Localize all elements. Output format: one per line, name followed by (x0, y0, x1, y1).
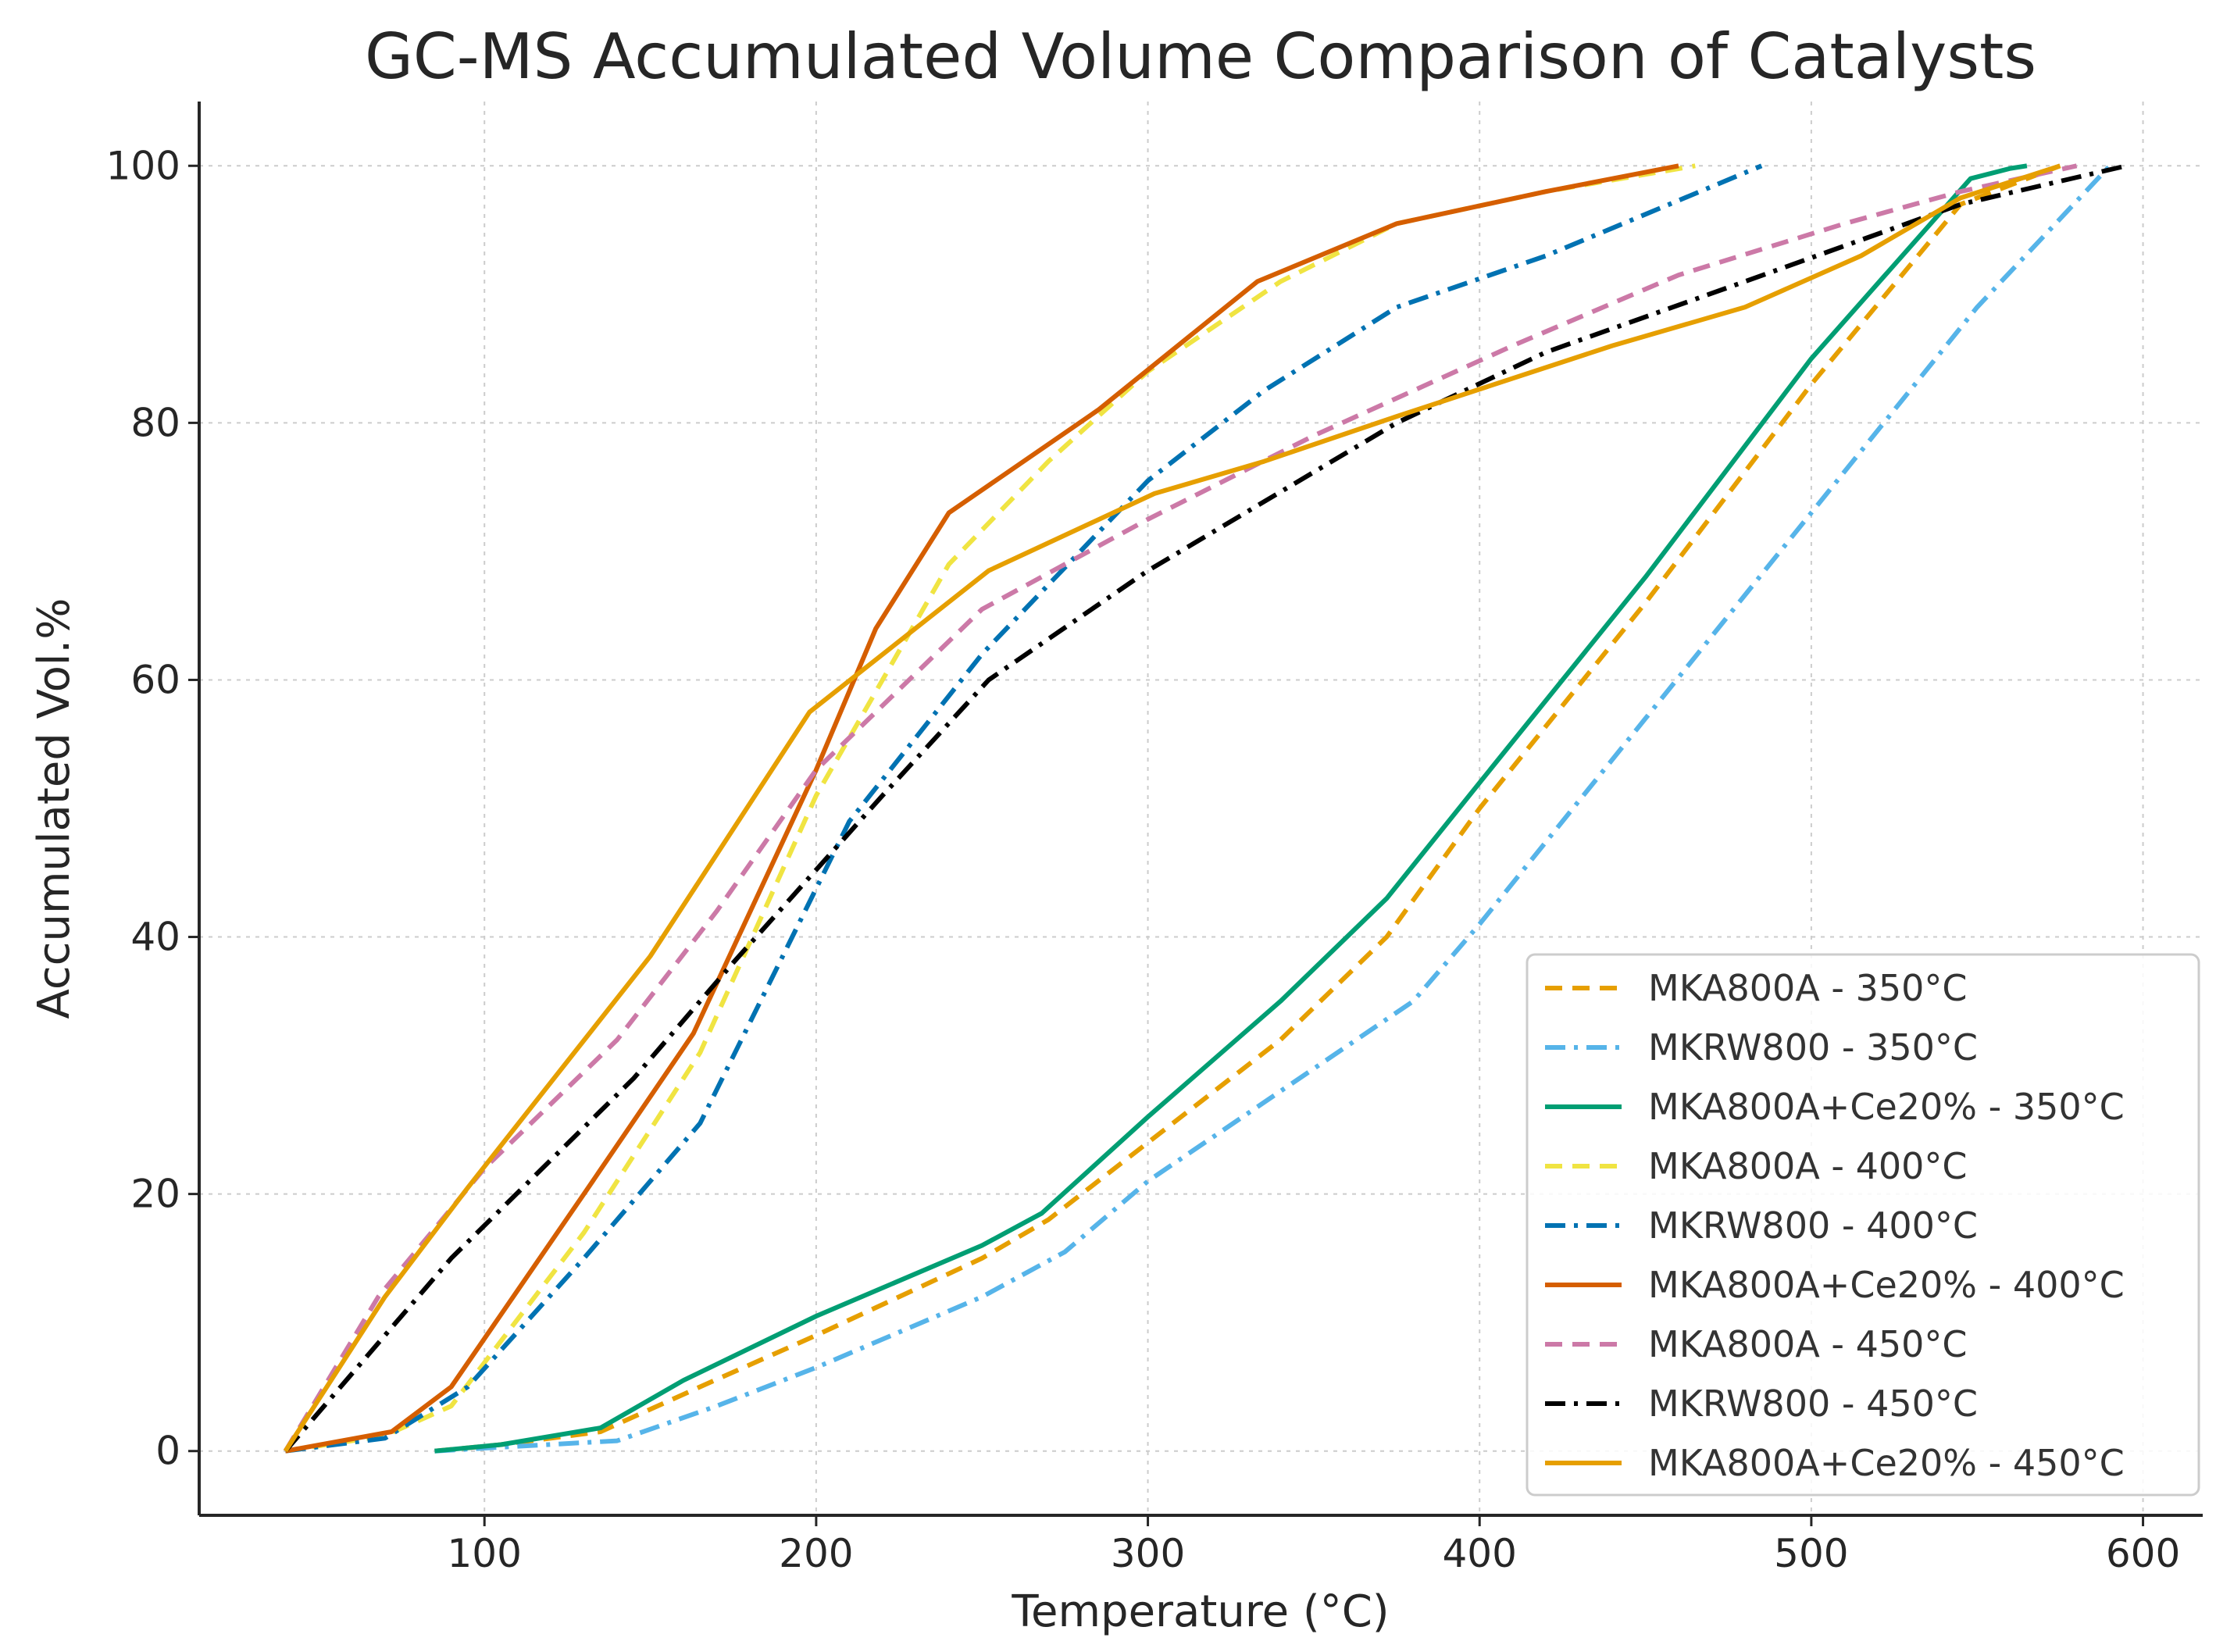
chart-title: GC-MS Accumulated Volume Comparison of C… (365, 20, 2036, 93)
legend-label: MKRW800 - 350°C (1648, 1026, 1978, 1069)
legend-label: MKRW800 - 450°C (1648, 1383, 1978, 1425)
series-line-5 (285, 163, 1763, 1454)
y-tick-label: 80 (130, 400, 180, 445)
ticks: 100 200 300 400 500 600 0 20 40 60 80 100 (106, 143, 2181, 1576)
x-tick-label: 200 (779, 1531, 853, 1576)
x-tick-label: 600 (2106, 1531, 2180, 1576)
legend-label: MKA800A - 450°C (1648, 1323, 1968, 1365)
series-lines (283, 163, 2127, 1454)
x-axis-label: Temperature (°C) (1011, 1586, 1389, 1637)
series-line-2 (434, 164, 2112, 1454)
x-tick-label: 100 (447, 1531, 521, 1576)
y-tick-label: 0 (155, 1429, 180, 1474)
series-line-6 (284, 163, 1679, 1454)
legend: MKA800A - 350°C MKRW800 - 350°C MKA800A+Ce… (1526, 953, 2200, 1497)
x-tick-label: 500 (1774, 1531, 1848, 1576)
y-axis-label: Accumulated Vol.% (29, 598, 80, 1019)
series-line-8 (284, 163, 2127, 1453)
y-tick-label: 100 (106, 143, 180, 188)
legend-frame (1526, 953, 2200, 1497)
y-tick-label: 40 (130, 915, 180, 960)
series-line-3 (434, 163, 2028, 1454)
legend-label: MKA800A+Ce20% - 350°C (1648, 1086, 2125, 1128)
series-line-1 (434, 163, 2061, 1454)
legend-label: MKA800A+Ce20% - 450°C (1648, 1442, 2125, 1484)
y-tick-label: 20 (130, 1172, 180, 1217)
legend-label: MKRW800 - 400°C (1648, 1204, 1978, 1247)
series-line-7 (283, 163, 2078, 1453)
legend-label: MKA800A - 350°C (1648, 967, 1968, 1009)
x-tick-label: 400 (1443, 1531, 1517, 1576)
legend-label: MKA800A - 400°C (1648, 1145, 1968, 1187)
y-tick-label: 60 (130, 657, 180, 702)
x-tick-label: 300 (1111, 1531, 1185, 1576)
legend-label: MKA800A+Ce20% - 400°C (1648, 1264, 2125, 1306)
axes (198, 102, 2203, 1517)
series-line-9 (283, 163, 2061, 1453)
